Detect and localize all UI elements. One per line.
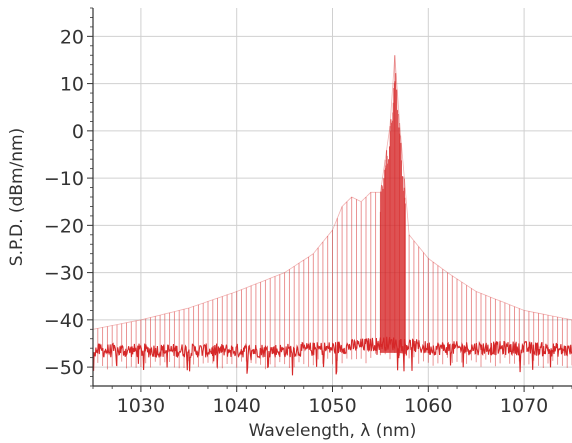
y-tick-label: −20	[44, 215, 84, 237]
noise-floor-trace	[92, 336, 572, 376]
y-axis-label: S.P.D. (dBm/nm)	[7, 128, 27, 266]
y-tick-label: 10	[60, 74, 84, 96]
central-peak-structure	[379, 73, 406, 354]
y-tick-label: −10	[44, 168, 84, 190]
x-tick-label: 1040	[213, 395, 261, 417]
x-tick-label: 1060	[404, 395, 452, 417]
y-tick-label: −50	[44, 357, 84, 379]
y-tick-label: 0	[72, 121, 84, 143]
y-tick-label: −40	[44, 310, 84, 332]
x-tick-label: 1030	[117, 395, 165, 417]
y-tick-label: −30	[44, 263, 84, 285]
axes	[87, 7, 572, 392]
y-tick-label: 20	[60, 26, 84, 48]
spectral-envelope	[92, 55, 572, 330]
grid	[93, 8, 572, 386]
x-axis-label: Wavelength, λ (nm)	[249, 421, 417, 441]
x-tick-label: 1050	[308, 395, 356, 417]
x-tick-label: 1070	[500, 395, 548, 417]
tick-labels: 1030 1040 1050 1060 1070 −50 −40 −30 −20 −10 0 10 20	[44, 26, 548, 417]
